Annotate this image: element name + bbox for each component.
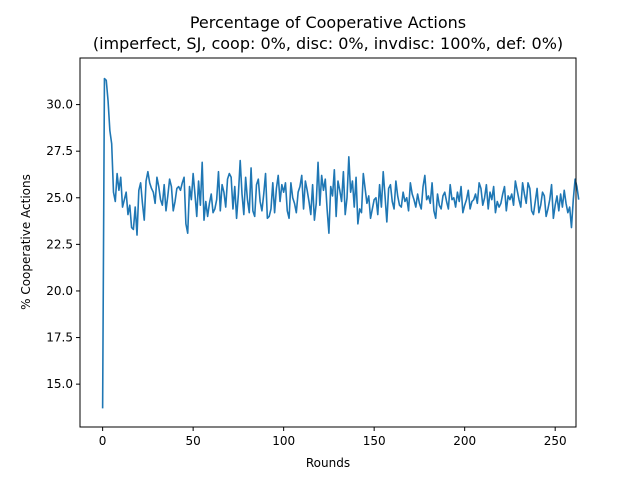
y-tick-label: 15.0 [46,377,73,391]
series-line [101,77,580,409]
x-tick-label: 50 [185,434,200,448]
y-tick-label: 17.5 [46,331,73,345]
chart-subtitle: (imperfect, SJ, coop: 0%, disc: 0%, invd… [93,34,563,53]
y-tick-label: 25.0 [46,191,73,205]
y-tick-label: 30.0 [46,98,73,112]
x-tick-label: 100 [272,434,295,448]
x-tick-label: 250 [544,434,567,448]
y-tick-label: 22.5 [46,237,73,251]
x-tick-label: 150 [363,434,386,448]
x-axis: 0 50 100 150 200 250 [99,427,567,448]
series-group [101,77,580,409]
chart-title: Percentage of Cooperative Actions [190,13,466,32]
y-tick-label: 20.0 [46,284,73,298]
x-axis-label: Rounds [306,456,350,470]
x-tick-label: 0 [99,434,107,448]
y-tick-label: 27.5 [46,144,73,158]
y-axis-label: % Cooperative Actions [19,174,33,310]
y-axis: 15.0 17.5 20.0 22.5 25.0 27.5 30.0 [46,98,80,391]
x-tick-label: 200 [453,434,476,448]
plot-area [80,58,576,427]
plot-frame [79,57,577,428]
